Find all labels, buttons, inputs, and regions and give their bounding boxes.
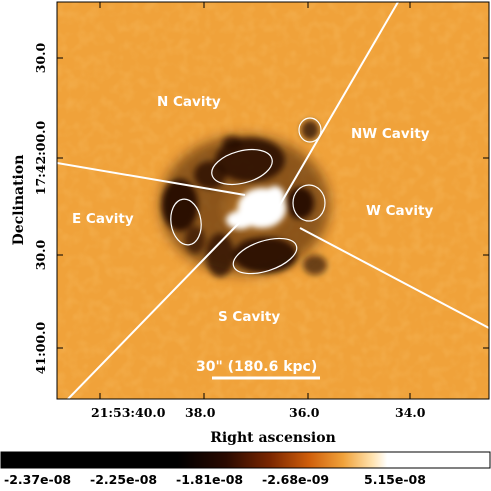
- y-tick-label: 30.0: [33, 239, 48, 270]
- y-tick-label: 17:42:00.0: [33, 120, 48, 195]
- s-cavity-label: S Cavity: [218, 309, 280, 325]
- colorbar-tick-label: -2.37e-08: [4, 472, 71, 487]
- e-cavity-label: E Cavity: [72, 211, 134, 227]
- y-tick-label: 41:00.0: [33, 321, 48, 374]
- sector-lines: [57, 2, 489, 399]
- colorbar-tick-label: -2.25e-08: [90, 472, 157, 487]
- cavity-ellipses: [170, 117, 326, 275]
- scale-bar-label: 30" (180.6 kpc): [196, 359, 317, 375]
- colorbar-tick-label: -1.81e-08: [176, 472, 243, 487]
- n-cavity-label: N Cavity: [157, 94, 221, 110]
- w-cavity-label: W Cavity: [366, 203, 433, 219]
- x-tick-label: 36.0: [289, 405, 320, 420]
- colorbar: [0, 451, 491, 469]
- n-cavity-ellipse: [211, 148, 273, 186]
- image-frame: [56, 1, 490, 400]
- tick-marks: [57, 2, 489, 399]
- colorbar-tick-label: -2.68e-09: [262, 472, 329, 487]
- xray-image: N Cavity NW Cavity E Cavity W Cavity S C…: [57, 2, 489, 399]
- s-cavity-ellipse: [232, 237, 298, 275]
- y-axis-title: Declination: [11, 155, 27, 246]
- nw-cavity-label: NW Cavity: [351, 126, 430, 142]
- nw-cavity-ellipse: [298, 117, 322, 143]
- x-axis-title: Right ascension: [210, 430, 336, 446]
- y-tick-label: 30.0: [33, 42, 48, 73]
- colorbar-tick-label: 5.15e-08: [364, 472, 426, 487]
- x-tick-label: 21:53:40.0: [91, 405, 166, 420]
- x-tick-label: 38.0: [185, 405, 216, 420]
- x-tick-label: 34.0: [395, 405, 426, 420]
- w-cavity-ellipse: [292, 184, 326, 222]
- e-cavity-ellipse: [170, 198, 202, 246]
